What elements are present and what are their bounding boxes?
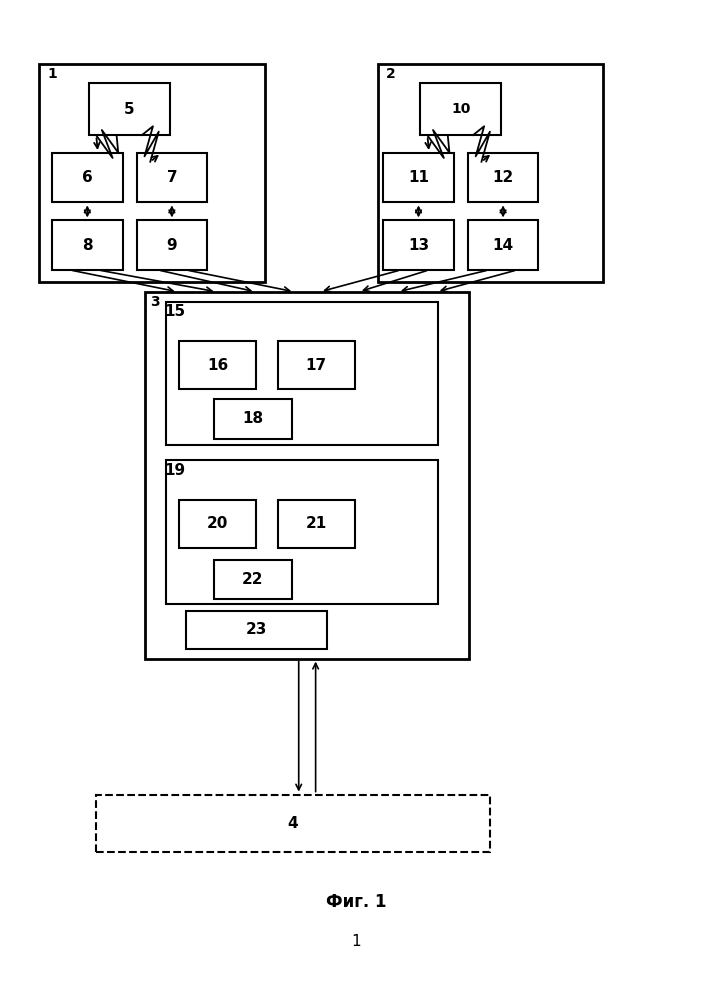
FancyBboxPatch shape: [384, 220, 453, 270]
FancyBboxPatch shape: [145, 292, 469, 659]
FancyBboxPatch shape: [420, 83, 501, 135]
Text: 15: 15: [164, 304, 185, 319]
Text: 18: 18: [242, 411, 264, 426]
FancyBboxPatch shape: [186, 611, 327, 649]
FancyBboxPatch shape: [214, 560, 292, 599]
FancyBboxPatch shape: [468, 153, 538, 202]
Text: 21: 21: [306, 516, 327, 531]
FancyBboxPatch shape: [88, 83, 170, 135]
Text: 4: 4: [288, 816, 299, 831]
Text: 14: 14: [493, 238, 513, 253]
FancyBboxPatch shape: [52, 220, 123, 270]
Text: Фиг. 1: Фиг. 1: [327, 893, 386, 911]
FancyBboxPatch shape: [378, 64, 603, 282]
FancyBboxPatch shape: [137, 153, 207, 202]
Text: 1: 1: [352, 934, 361, 949]
Text: 5: 5: [124, 102, 135, 117]
FancyBboxPatch shape: [96, 795, 491, 852]
Text: 22: 22: [242, 572, 264, 587]
Text: 23: 23: [246, 622, 267, 637]
Text: 13: 13: [408, 238, 429, 253]
FancyBboxPatch shape: [277, 341, 355, 389]
Text: 16: 16: [207, 358, 228, 373]
FancyBboxPatch shape: [166, 460, 438, 604]
FancyBboxPatch shape: [384, 153, 453, 202]
Text: 7: 7: [167, 170, 178, 185]
Text: 9: 9: [167, 238, 178, 253]
Text: 1: 1: [47, 67, 57, 81]
FancyBboxPatch shape: [137, 220, 207, 270]
FancyBboxPatch shape: [468, 220, 538, 270]
FancyBboxPatch shape: [277, 500, 355, 548]
FancyBboxPatch shape: [52, 153, 123, 202]
FancyBboxPatch shape: [214, 399, 292, 439]
Text: 10: 10: [451, 102, 471, 116]
FancyBboxPatch shape: [166, 302, 438, 445]
FancyBboxPatch shape: [39, 64, 265, 282]
FancyBboxPatch shape: [179, 341, 257, 389]
Text: 17: 17: [306, 358, 327, 373]
Text: 20: 20: [207, 516, 228, 531]
Text: 19: 19: [164, 463, 185, 478]
Text: 11: 11: [408, 170, 429, 185]
Text: 3: 3: [150, 295, 160, 309]
Text: 6: 6: [82, 170, 93, 185]
Text: 2: 2: [386, 67, 395, 81]
Text: 8: 8: [82, 238, 93, 253]
FancyBboxPatch shape: [179, 500, 257, 548]
Text: 12: 12: [493, 170, 513, 185]
